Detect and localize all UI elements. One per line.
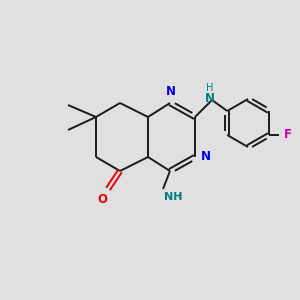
- Text: H: H: [206, 83, 214, 93]
- Text: NH: NH: [164, 192, 182, 202]
- Text: N: N: [201, 151, 211, 164]
- Text: F: F: [284, 128, 292, 142]
- Text: N: N: [205, 92, 215, 106]
- Text: N: N: [166, 85, 176, 98]
- Text: O: O: [97, 193, 107, 206]
- Text: $_2$: $_2$: [177, 192, 182, 201]
